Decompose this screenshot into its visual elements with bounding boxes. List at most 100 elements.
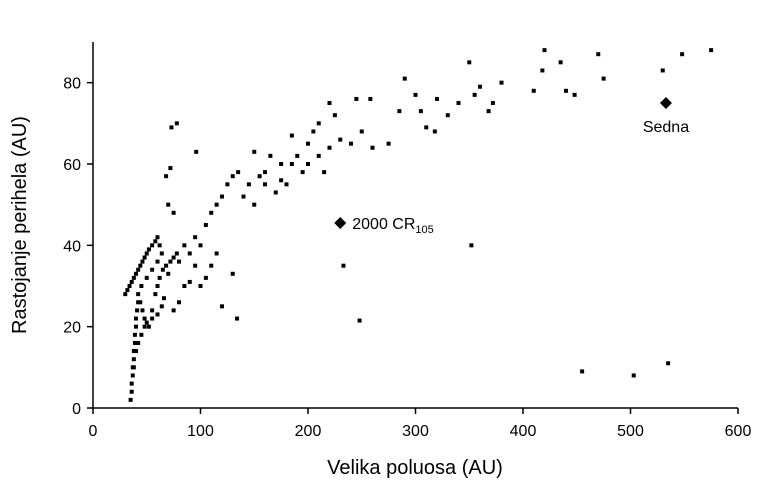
x-tick-label: 500 — [617, 423, 644, 440]
point — [129, 279, 134, 284]
point — [472, 92, 477, 97]
point — [225, 182, 230, 187]
point — [164, 263, 169, 268]
point — [130, 373, 135, 378]
label-text: Sedna — [643, 119, 689, 136]
point — [166, 271, 171, 276]
point — [193, 235, 198, 240]
point — [306, 162, 310, 166]
point — [432, 129, 437, 134]
x-tick-label: 0 — [89, 423, 98, 440]
point — [418, 109, 423, 114]
point — [139, 284, 144, 288]
point — [166, 202, 171, 207]
point — [542, 48, 547, 53]
point — [601, 76, 606, 81]
point — [469, 243, 474, 248]
point-label: 2000 CR105 — [352, 216, 434, 236]
point — [300, 170, 305, 175]
point — [316, 121, 321, 126]
point — [327, 101, 332, 105]
point — [322, 170, 327, 175]
point — [168, 166, 173, 171]
point — [144, 320, 149, 325]
point — [540, 68, 545, 73]
point — [368, 96, 373, 101]
point — [128, 397, 133, 402]
point — [131, 275, 136, 280]
point — [580, 369, 585, 374]
point — [131, 349, 136, 354]
point — [478, 84, 482, 89]
point — [214, 202, 219, 207]
point — [171, 255, 176, 260]
point — [136, 267, 141, 272]
point — [177, 300, 181, 305]
point — [445, 113, 450, 118]
point — [132, 340, 137, 345]
label-subscript: 105 — [415, 224, 433, 236]
point — [279, 162, 284, 166]
point — [134, 324, 138, 329]
point — [198, 243, 203, 248]
y-tick-label: 0 — [72, 401, 81, 418]
point — [220, 194, 224, 199]
point — [354, 96, 359, 101]
point — [230, 271, 235, 276]
point — [157, 243, 162, 248]
point — [230, 174, 235, 179]
point — [139, 332, 144, 337]
point — [257, 174, 262, 179]
point — [142, 316, 147, 321]
highlight-point — [659, 97, 672, 109]
point — [135, 308, 140, 313]
point — [155, 259, 160, 264]
point — [263, 170, 267, 175]
point — [214, 251, 219, 256]
point — [289, 162, 294, 166]
point — [263, 182, 267, 187]
point — [311, 129, 316, 134]
point — [357, 318, 362, 323]
x-axis-label: Velika poluosa (AU) — [327, 457, 503, 479]
point — [268, 153, 273, 158]
point — [159, 251, 164, 256]
point — [144, 275, 149, 280]
point — [370, 145, 375, 150]
point — [129, 389, 134, 394]
point — [235, 316, 240, 321]
point — [138, 300, 143, 305]
point — [456, 101, 461, 105]
x-tick-label: 200 — [295, 423, 322, 440]
point — [136, 292, 141, 297]
point — [174, 251, 179, 256]
point — [397, 109, 402, 114]
x-tick-label: 300 — [402, 423, 429, 440]
point — [125, 288, 130, 293]
point — [132, 332, 137, 337]
point — [306, 141, 310, 146]
point — [252, 202, 257, 207]
point — [155, 284, 160, 288]
point — [252, 149, 257, 154]
point — [332, 113, 337, 118]
x-tick-label: 600 — [725, 423, 752, 440]
point — [709, 48, 714, 53]
point — [131, 357, 136, 362]
point — [142, 324, 147, 329]
point — [284, 182, 289, 187]
point — [146, 247, 151, 252]
point — [140, 259, 145, 264]
point — [187, 251, 192, 256]
point — [558, 60, 563, 65]
point — [174, 121, 179, 126]
y-tick-label: 40 — [63, 238, 81, 255]
point — [203, 223, 208, 227]
point — [193, 263, 198, 268]
point — [341, 263, 346, 268]
x-tick-label: 400 — [510, 423, 537, 440]
y-tick-label: 80 — [63, 76, 81, 93]
point — [316, 153, 321, 158]
point — [499, 80, 504, 85]
